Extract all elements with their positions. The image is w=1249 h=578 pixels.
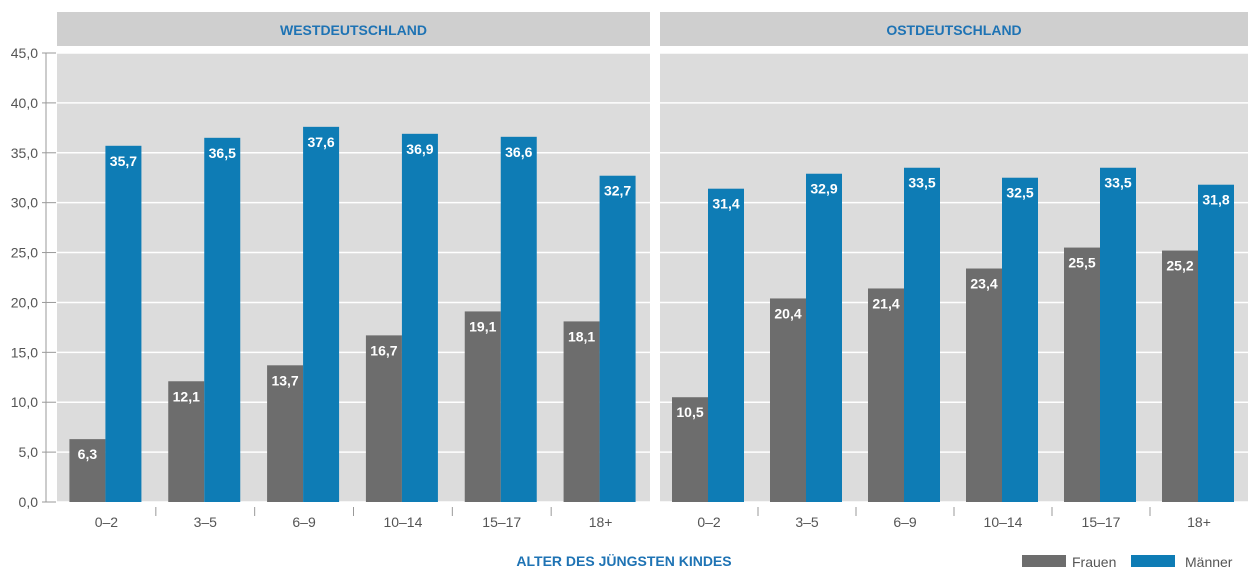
bar-value-label: 19,1	[469, 318, 496, 334]
bar-maenner	[401, 133, 438, 502]
bar-maenner	[708, 188, 744, 502]
bar-maenner	[806, 173, 842, 502]
bar-frauen	[563, 321, 600, 502]
x-tick-label: 0–2	[95, 514, 119, 530]
panel-background	[57, 53, 650, 502]
x-tick-label: 15–17	[482, 514, 521, 530]
x-axis-title: ALTER DES JÜNGSTEN KINDES	[516, 553, 731, 569]
bar-value-label: 36,6	[505, 144, 532, 160]
bar-value-label: 6,3	[78, 446, 98, 462]
bar-frauen	[464, 311, 501, 502]
bar-value-label: 25,5	[1068, 255, 1095, 271]
panel-title-band	[660, 12, 1248, 46]
bar-frauen	[1064, 247, 1100, 502]
x-tick-label: 6–9	[893, 514, 917, 530]
panel-title: WESTDEUTSCHLAND	[280, 22, 427, 38]
bar-frauen	[868, 288, 904, 502]
y-tick-label: 45,0	[11, 45, 38, 61]
bar-value-label: 31,8	[1202, 192, 1229, 208]
y-tick-label: 25,0	[11, 245, 38, 261]
bar-maenner	[1100, 167, 1136, 502]
bar-maenner	[204, 137, 241, 503]
panel-title-band	[57, 12, 650, 46]
x-tick-label: 15–17	[1082, 514, 1121, 530]
x-tick-label: 3–5	[795, 514, 819, 530]
y-tick-label: 35,0	[11, 145, 38, 161]
bar-value-label: 16,7	[370, 342, 397, 358]
bar-value-label: 32,5	[1006, 185, 1033, 201]
bar-value-label: 37,6	[307, 134, 334, 150]
bar-frauen	[267, 365, 304, 502]
y-tick-label: 10,0	[11, 394, 38, 410]
bar-value-label: 25,2	[1166, 258, 1193, 274]
x-tick-label: 3–5	[194, 514, 218, 530]
panel-background	[660, 53, 1248, 502]
bar-maenner	[1002, 177, 1038, 502]
bar-maenner	[599, 175, 636, 502]
bar-value-label: 32,7	[604, 183, 631, 199]
bar-value-label: 35,7	[110, 153, 137, 169]
x-tick-label: 18+	[1187, 514, 1211, 530]
bar-value-label: 33,5	[908, 175, 935, 191]
bar-frauen	[168, 381, 205, 502]
bar-value-label: 21,4	[872, 295, 899, 311]
bar-value-label: 12,1	[173, 388, 200, 404]
bar-value-label: 13,7	[271, 372, 298, 388]
bar-frauen	[770, 298, 806, 502]
x-tick-label: 6–9	[292, 514, 316, 530]
bar-maenner	[105, 145, 142, 502]
y-tick-label: 20,0	[11, 294, 38, 310]
y-tick-label: 30,0	[11, 195, 38, 211]
legend-swatch	[1131, 555, 1175, 567]
bar-value-label: 18,1	[568, 328, 595, 344]
bar-frauen	[672, 397, 708, 502]
bar-value-label: 20,4	[774, 305, 801, 321]
legend-label: Frauen	[1072, 554, 1116, 570]
y-tick-label: 15,0	[11, 344, 38, 360]
x-tick-label: 10–14	[383, 514, 422, 530]
bar-value-label: 31,4	[712, 196, 739, 212]
legend-label: Männer	[1185, 554, 1233, 570]
bar-maenner	[303, 126, 340, 502]
bar-frauen	[966, 268, 1002, 502]
legend-swatch	[1022, 555, 1066, 567]
bar-frauen	[365, 335, 402, 502]
x-tick-label: 0–2	[697, 514, 721, 530]
y-tick-label: 0,0	[19, 494, 39, 510]
x-tick-label: 18+	[589, 514, 613, 530]
bar-value-label: 33,5	[1104, 175, 1131, 191]
x-tick-label: 10–14	[984, 514, 1023, 530]
y-tick-label: 40,0	[11, 95, 38, 111]
bar-frauen	[1162, 250, 1198, 502]
bar-maenner	[904, 167, 940, 502]
bar-value-label: 10,5	[676, 404, 703, 420]
bar-frauen	[69, 439, 106, 502]
bar-value-label: 23,4	[970, 276, 997, 292]
panel-title: OSTDEUTSCHLAND	[886, 22, 1021, 38]
bar-value-label: 36,5	[209, 145, 236, 161]
bar-value-label: 36,9	[406, 141, 433, 157]
y-tick-label: 5,0	[19, 444, 39, 460]
bar-value-label: 32,9	[810, 181, 837, 197]
bar-maenner	[500, 136, 537, 502]
bar-maenner	[1198, 184, 1234, 502]
